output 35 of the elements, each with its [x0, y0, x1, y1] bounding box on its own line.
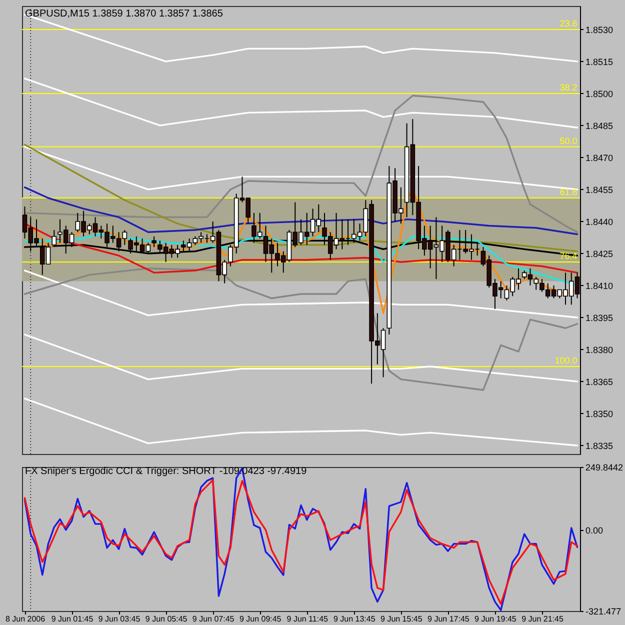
- y-tick-label: 1.8350: [586, 408, 614, 419]
- x-tick-label: 9 Jun 17:45: [428, 614, 470, 624]
- x-tick-label: 9 Jun 13:45: [333, 614, 376, 624]
- y-tick-label: 1.8485: [586, 120, 614, 131]
- y-tick-label: 1.8470: [586, 152, 614, 163]
- y-tick-label: 1.8335: [586, 440, 614, 451]
- x-tick-label: 9 Jun 15:45: [380, 614, 423, 624]
- y-tick-label: 1.8380: [586, 344, 614, 355]
- y-tick-label: 1.8395: [586, 312, 614, 323]
- y-tick-label: 1.8440: [586, 216, 614, 227]
- x-tick-label: 9 Jun 03:45: [98, 614, 141, 624]
- y-tick-label: 1.8500: [586, 88, 614, 99]
- y-tick-label: 249.8442: [586, 462, 624, 472]
- x-tick-label: 9 Jun 01:45: [51, 614, 94, 624]
- annotation: 50.0: [560, 136, 578, 146]
- y-tick-label: 1.8455: [586, 184, 614, 195]
- chart-title: GBPUSD,M15 1.3859 1.3870 1.3857 1.3865: [25, 8, 224, 20]
- y-tick-label: 1.8410: [586, 280, 614, 291]
- y-tick-label: -321.477: [586, 606, 622, 616]
- x-tick-label: 9 Jun 05:45: [145, 614, 188, 624]
- x-tick-label: 9 Jun 09:45: [239, 614, 282, 624]
- x-tick-label: 8 Jun 2006: [5, 614, 46, 624]
- annotation: 100.0: [554, 356, 578, 366]
- y-tick-label: 1.8425: [586, 248, 614, 259]
- annotation: 23.6: [560, 18, 578, 28]
- x-tick-label: 9 Jun 07:45: [192, 614, 235, 624]
- x-tick-label: 9 Jun 21:45: [522, 614, 564, 624]
- y-tick-label: 1.8530: [586, 24, 614, 35]
- y-tick-label: 0.00: [586, 525, 604, 536]
- annotation: 38.2: [560, 82, 578, 92]
- x-tick-label: 9 Jun 11:45: [286, 614, 329, 624]
- y-tick-label: 1.8365: [586, 376, 614, 387]
- y-tick-label: 1.8515: [586, 56, 614, 67]
- annotation: 61.8: [560, 187, 578, 197]
- x-tick-label: 9 Jun 19:45: [474, 614, 517, 624]
